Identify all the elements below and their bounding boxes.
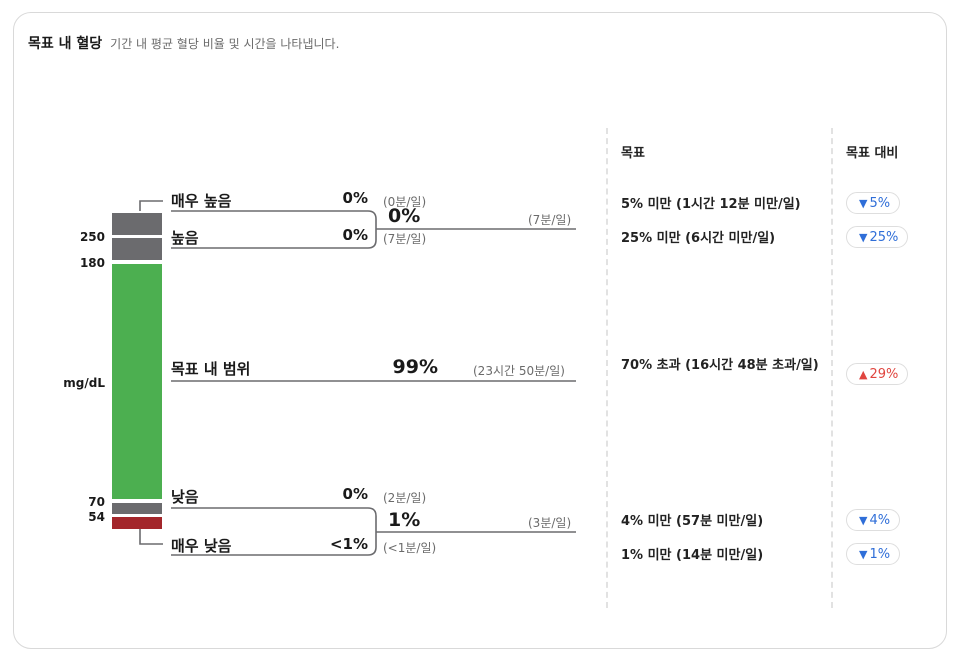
label-very-high: 매우 높음 xyxy=(171,192,232,210)
vs-goal-badge-high: ▼ 25% xyxy=(846,226,909,248)
group-high-pct: 0% xyxy=(388,205,421,227)
card-title: 목표 내 혈당 xyxy=(28,36,103,52)
group-low-pct: 1% xyxy=(388,509,421,531)
triangle-up-icon: ▲ xyxy=(859,367,868,381)
pct-high: 0% xyxy=(342,226,368,244)
bar-segment-low xyxy=(112,503,162,514)
group-high-time: (7분/일) xyxy=(528,213,572,227)
pct-in-range: 99% xyxy=(392,356,438,378)
vs-goal-value: 29% xyxy=(869,366,899,382)
goal-very-low: 1% 미만 (14분 미만/일) xyxy=(621,548,764,563)
triangle-down-icon: ▼ xyxy=(859,513,868,527)
bar-segment-very-low xyxy=(112,517,162,529)
triangle-down-icon: ▼ xyxy=(859,547,868,561)
vs-goal-column-header: 목표 대비 xyxy=(846,146,899,161)
label-very-low: 매우 낮음 xyxy=(171,537,232,555)
glucose-range-card xyxy=(13,12,947,649)
pct-very-low: <1% xyxy=(329,535,368,553)
vs-goal-value: 4% xyxy=(869,512,891,528)
card-header: 목표 내 혈당 기간 내 평균 혈당 비율 및 시간을 나타냅니다. xyxy=(28,33,339,53)
axis-tick-250: 250 xyxy=(79,230,105,244)
vs-goal-badge-low: ▼ 4% xyxy=(846,509,901,531)
time-low: (2분/일) xyxy=(383,491,427,505)
label-low: 낮음 xyxy=(171,488,199,506)
vs-goal-column-divider xyxy=(831,128,833,608)
label-high: 높음 xyxy=(171,229,199,247)
time-very-low: (<1분/일) xyxy=(383,541,437,555)
bar-segment-high xyxy=(112,238,162,260)
pct-low: 0% xyxy=(342,485,368,503)
vs-goal-value: 1% xyxy=(869,546,891,562)
vs-goal-badge-very-high: ▼ 5% xyxy=(846,192,901,214)
triangle-down-icon: ▼ xyxy=(859,230,868,244)
label-in-range: 목표 내 범위 xyxy=(171,360,251,378)
vs-goal-badge-in-range: ▲ 29% xyxy=(846,363,909,385)
axis-unit-label: mg/dL xyxy=(63,376,105,390)
time-very-high: (0분/일) xyxy=(383,195,427,209)
very-high-connector xyxy=(139,200,163,211)
goal-column-divider xyxy=(606,128,608,608)
group-low-time: (3분/일) xyxy=(528,516,572,530)
goal-very-high: 5% 미만 (1시간 12분 미만/일) xyxy=(621,197,801,212)
very-low-connector xyxy=(139,529,163,545)
axis-tick-70: 70 xyxy=(88,495,105,509)
goal-in-range: 70% 초과 (16시간 48분 초과/일) xyxy=(621,358,819,373)
triangle-down-icon: ▼ xyxy=(859,196,868,210)
goal-low: 4% 미만 (57분 미만/일) xyxy=(621,514,764,529)
card-subtitle: 기간 내 평균 혈당 비율 및 시간을 나타냅니다. xyxy=(110,37,340,51)
bar-segment-in-range xyxy=(112,264,162,499)
vs-goal-badge-very-low: ▼ 1% xyxy=(846,543,901,565)
axis-tick-180: 180 xyxy=(79,256,105,270)
goal-high: 25% 미만 (6시간 미만/일) xyxy=(621,231,776,246)
time-high: (7분/일) xyxy=(383,232,427,246)
vs-goal-value: 25% xyxy=(869,229,899,245)
vs-goal-value: 5% xyxy=(869,195,891,211)
pct-very-high: 0% xyxy=(342,189,368,207)
axis-tick-54: 54 xyxy=(88,510,105,524)
time-in-range: (23시간 50분/일) xyxy=(473,364,565,378)
bar-segment-very-high xyxy=(112,213,162,235)
goal-column-header: 목표 xyxy=(621,146,645,161)
